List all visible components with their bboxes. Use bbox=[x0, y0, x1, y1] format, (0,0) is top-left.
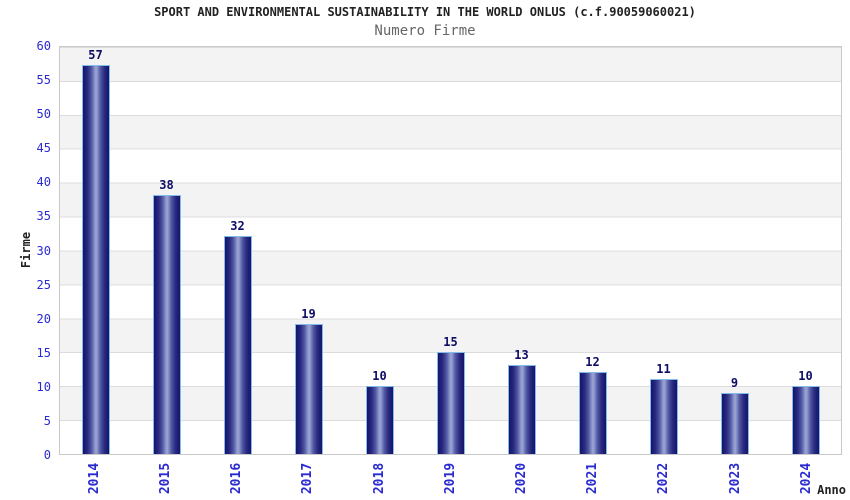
x-tick-label: 2014 bbox=[87, 462, 103, 495]
bar-value-label: 10 bbox=[798, 369, 813, 383]
bar-2023[interactable] bbox=[720, 393, 749, 454]
x-tick-label: 2016 bbox=[229, 462, 245, 495]
y-tick-0: 0 bbox=[43, 448, 51, 462]
chart-subtitle: Numero Firme bbox=[374, 23, 476, 39]
bar-slot-2024: 10 bbox=[770, 47, 841, 454]
y-tick-45: 45 bbox=[36, 141, 51, 156]
bar-slot-2023: 9 bbox=[699, 47, 770, 454]
y-tick-15: 15 bbox=[36, 345, 51, 360]
y-tick-20: 20 bbox=[36, 311, 51, 326]
bar-slot-2018: 10 bbox=[344, 47, 415, 454]
bar-value-label: 11 bbox=[656, 362, 671, 376]
x-tick-label: 2018 bbox=[371, 462, 387, 495]
bars-container: 57 38 32 19 10 15 13 12 11 9 10 bbox=[60, 47, 841, 454]
y-tick-25: 25 bbox=[36, 277, 51, 292]
bar-slot-2019: 15 bbox=[415, 47, 486, 454]
x-tick-label: 2020 bbox=[514, 462, 530, 495]
bar-slot-2021: 12 bbox=[557, 47, 628, 454]
x-tick-2015: 2015 bbox=[144, 459, 188, 500]
bar-2018[interactable] bbox=[365, 386, 394, 454]
bar-value-label: 15 bbox=[443, 335, 458, 349]
y-tick-30: 30 bbox=[36, 243, 51, 258]
bar-2017[interactable] bbox=[294, 324, 323, 454]
x-tick-label: 2015 bbox=[158, 462, 174, 495]
y-tick-50: 50 bbox=[36, 107, 51, 122]
x-tick-2023: 2023 bbox=[713, 459, 757, 500]
bar-slot-2022: 11 bbox=[628, 47, 699, 454]
x-tick-label: 2022 bbox=[656, 462, 672, 495]
x-tick-2017: 2017 bbox=[286, 459, 330, 500]
x-tick-2021: 2021 bbox=[571, 459, 615, 500]
bar-slot-2015: 38 bbox=[131, 47, 202, 454]
y-tick-60: 60 bbox=[36, 39, 51, 53]
plot-area: 57 38 32 19 10 15 13 12 11 9 10 bbox=[59, 46, 842, 455]
bar-value-label: 12 bbox=[585, 355, 600, 369]
bar-value-label: 13 bbox=[514, 348, 529, 362]
x-tick-label: 2019 bbox=[443, 462, 458, 495]
bar-value-label: 32 bbox=[230, 219, 245, 233]
bar-slot-2016: 32 bbox=[202, 47, 273, 454]
x-tick-2020: 2020 bbox=[500, 459, 544, 500]
bar-slot-2020: 13 bbox=[486, 47, 557, 454]
bar-value-label: 19 bbox=[301, 307, 316, 321]
bar-2020[interactable] bbox=[507, 365, 536, 454]
bar-slot-2014: 57 bbox=[60, 47, 131, 454]
x-tick-label: 2017 bbox=[300, 462, 316, 495]
x-tick-2018: 2018 bbox=[357, 459, 401, 500]
y-tick-5: 5 bbox=[43, 413, 51, 428]
y-axis-title: Firme bbox=[19, 231, 33, 269]
bar-value-label: 10 bbox=[372, 369, 387, 383]
bar-2024[interactable] bbox=[791, 386, 820, 454]
bar-slot-2017: 19 bbox=[273, 47, 344, 454]
x-tick-2014: 2014 bbox=[73, 459, 117, 500]
x-tick-label: 2023 bbox=[727, 462, 743, 495]
y-tick-55: 55 bbox=[36, 73, 51, 88]
x-tick-label: 2021 bbox=[585, 462, 601, 495]
bar-value-label: 38 bbox=[159, 178, 174, 192]
bar-2014[interactable] bbox=[81, 65, 110, 454]
bar-value-label: 9 bbox=[730, 376, 739, 390]
y-tick-10: 10 bbox=[36, 379, 51, 394]
chart-title: SPORT AND ENVIRONMENTAL SUSTAINABILITY I… bbox=[154, 5, 696, 19]
bar-2022[interactable] bbox=[649, 379, 678, 454]
x-axis-title: Anno bbox=[817, 483, 846, 497]
bar-value-label: 57 bbox=[88, 48, 103, 62]
bar-2016[interactable] bbox=[223, 236, 252, 454]
bar-2015[interactable] bbox=[152, 195, 181, 454]
y-tick-35: 35 bbox=[36, 209, 51, 224]
bar-2021[interactable] bbox=[578, 372, 607, 454]
x-tick-label: 2024 bbox=[798, 462, 814, 495]
x-tick-2022: 2022 bbox=[642, 459, 686, 500]
bar-2019[interactable] bbox=[436, 352, 465, 454]
y-tick-40: 40 bbox=[36, 175, 51, 190]
x-tick-2019: 2019 bbox=[429, 459, 473, 500]
x-tick-2016: 2016 bbox=[215, 459, 259, 500]
